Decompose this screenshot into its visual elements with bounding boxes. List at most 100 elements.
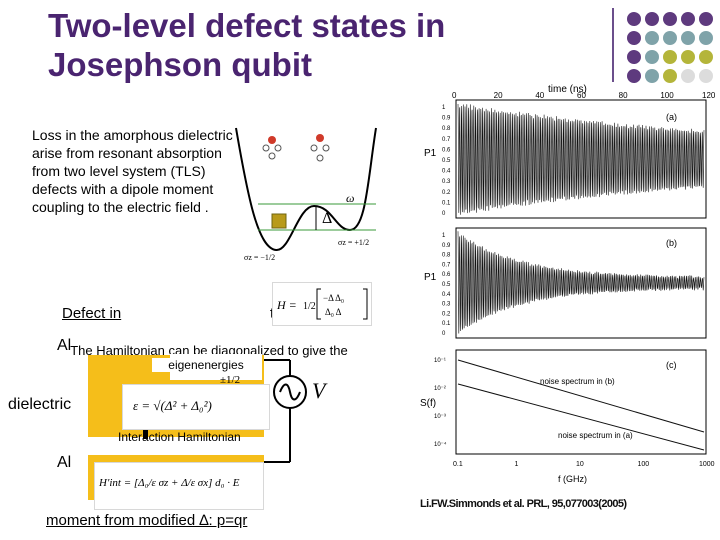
dielectric-gap — [88, 437, 264, 455]
panel-c-yticks: 10⁻¹ 10⁻² 10⁻³ 10⁻⁴ — [434, 358, 447, 448]
molecule-right — [310, 134, 330, 162]
potential-curve — [235, 127, 377, 251]
p1-tick-label: 0 — [442, 331, 446, 337]
interaction-text: H′int = [Δ₀/ε σz + Δ/ε σx] d₀ · E — [99, 477, 240, 489]
p1-tick-label: 0.6 — [442, 272, 451, 278]
decorative-dot — [627, 50, 641, 64]
decorative-dot — [681, 69, 695, 83]
time-tick-label: 20 — [494, 91, 503, 100]
time-axis-ticks: 0 20 40 60 80 100 120 — [452, 91, 716, 100]
p1-tick-label: 1 — [442, 105, 446, 111]
time-tick-label: 80 — [619, 91, 628, 100]
citation: Li.FW.Simmonds et al. PRL, 95,077003(200… — [420, 498, 627, 510]
panel-b-trace — [457, 231, 705, 334]
p1-tick-label: 0.8 — [442, 253, 451, 259]
eigenenergy-text: ε = √(Δ² + Δ₀²) — [133, 398, 212, 413]
decorative-dot — [627, 12, 641, 26]
eigen-caption: eigenenergies — [152, 358, 260, 372]
decorative-dot — [681, 31, 695, 45]
decorative-dot-grid — [627, 12, 713, 83]
noise-spectrum-a-line — [457, 383, 705, 451]
p1-tick-label: 0.2 — [442, 190, 451, 196]
legend-noise-a: noise spectrum in (a) — [558, 431, 633, 440]
al-bottom-label: Al — [57, 454, 72, 471]
svg-text:Δ₀ Δ: Δ₀ Δ — [325, 307, 342, 317]
decorative-dot — [663, 50, 677, 64]
omega-label: ω — [346, 191, 354, 205]
sz-minus-label: σz = −1/2 — [244, 253, 275, 262]
interaction-caption: Interaction Hamiltonian — [118, 430, 241, 444]
voltage-label: V — [312, 378, 326, 403]
frequency-axis-label: f (GHz) — [558, 474, 587, 484]
decorative-dot — [627, 69, 641, 83]
title-divider — [612, 8, 614, 82]
interaction-equation: H′int = [Δ₀/ε σz + Δ/ε σx] d₀ · E — [94, 462, 264, 510]
p1-tick-label: 0.3 — [442, 302, 451, 308]
decorative-dot — [681, 12, 695, 26]
decorative-dot — [627, 31, 641, 45]
svg-text:−Δ Δ₀: −Δ Δ₀ — [323, 293, 344, 303]
panel-a-yticks: 1 0.9 0.8 0.7 0.6 0.5 0.4 0.3 0.2 0.1 0 — [442, 105, 451, 217]
p1-tick-label: 0 — [442, 211, 446, 217]
frequency-tick-label: 1 — [515, 461, 519, 468]
p1-tick-label: 0.1 — [442, 321, 451, 327]
panel-a-ylabel: P1 — [424, 148, 437, 159]
time-axis-label: time (ns) — [548, 84, 587, 95]
double-well-figure: Δ ω σz = +1/2 σz = −1/2 — [235, 127, 377, 262]
frequency-tick-label: 0.1 — [453, 461, 463, 468]
p1-tick-label: 0.6 — [442, 147, 451, 153]
panel-c-xticks: 0.1 1 10 100 1000 — [453, 461, 715, 468]
p1-tick-label: 0.7 — [442, 262, 451, 268]
hamiltonian-lhs: H = — [276, 298, 297, 312]
s-tick-label: 10⁻¹ — [434, 358, 446, 364]
decorative-dot — [699, 12, 713, 26]
p1-tick-label: 0.2 — [442, 311, 451, 317]
al-top-label: Al — [57, 337, 72, 354]
time-tick-label: 100 — [660, 91, 674, 100]
frequency-tick-label: 10 — [576, 461, 584, 468]
decorative-dot — [699, 50, 713, 64]
panel-b-yticks: 1 0.9 0.8 0.7 0.6 0.5 0.4 0.3 0.2 0.1 0 — [442, 233, 451, 337]
noise-spectrum-b-line — [457, 359, 705, 433]
frequency-tick-label: 1000 — [699, 461, 715, 468]
p1-tick-label: 0.3 — [442, 179, 451, 185]
defect-label: Defect in — [62, 305, 122, 322]
defect-marker — [271, 213, 287, 229]
p1-tick-label: 0.4 — [442, 169, 451, 175]
hamiltonian-equation: H = 1/2 −Δ Δ₀ Δ₀ Δ — [272, 282, 372, 326]
p1-tick-label: 1 — [442, 233, 446, 239]
s-tick-label: 10⁻⁴ — [434, 441, 447, 448]
decorative-dot — [645, 12, 659, 26]
time-tick-label: 40 — [535, 91, 544, 100]
decorative-dot — [663, 31, 677, 45]
time-tick-label: 0 — [452, 91, 457, 100]
panel-c-ylabel: S(f) — [420, 398, 436, 409]
panel-a-frame — [455, 99, 707, 219]
hamiltonian-text: The Hamiltonian can be diagonalized to g… — [70, 343, 348, 358]
decorative-dot — [681, 50, 695, 64]
sz-plus-label: σz = +1/2 — [338, 238, 369, 247]
hamiltonian-fraction: 1/2 — [303, 301, 316, 312]
p1-tick-label: 0.9 — [442, 116, 451, 122]
decorative-dot — [645, 31, 659, 45]
decorative-dot — [645, 69, 659, 83]
p1-tick-label: 0.4 — [442, 292, 451, 298]
eigenenergy-equation: ε = √(Δ² + Δ₀²) — [122, 384, 270, 430]
dielectric-label: dielectric — [8, 396, 72, 413]
molecule-left — [262, 136, 282, 160]
dipole-moment-text: moment from modified ∆: p=qr — [46, 512, 248, 529]
decorative-dot — [663, 69, 677, 83]
s-tick-label: 10⁻² — [434, 386, 446, 392]
panel-c-tag: (c) — [666, 360, 677, 370]
panel-b-frame — [455, 227, 707, 339]
frequency-tick-label: 100 — [638, 461, 650, 468]
panel-a-trace — [457, 103, 705, 215]
p1-tick-label: 0.8 — [442, 126, 451, 132]
qubit-plots: time (ns) 0 20 40 60 80 100 120 (a) P1 10.90.8… — [420, 84, 716, 484]
slide-title: Two-level defect states in Josephson qub… — [48, 7, 446, 83]
time-tick-label: 120 — [702, 91, 716, 100]
s-tick-label: 10⁻³ — [434, 414, 446, 420]
p1-tick-label: 0.5 — [442, 282, 451, 288]
p1-tick-label: 0.1 — [442, 200, 451, 206]
decorative-dot — [663, 12, 677, 26]
